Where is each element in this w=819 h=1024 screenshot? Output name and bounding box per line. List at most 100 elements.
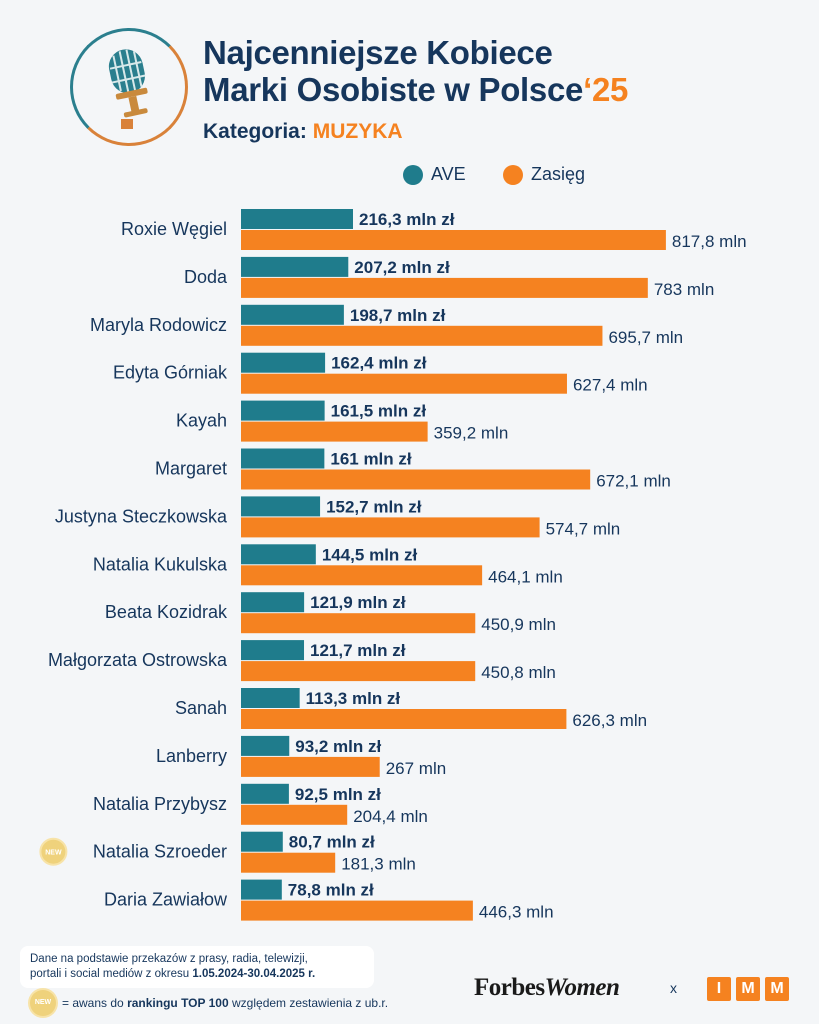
ave-value-label: 80,7 mln zł <box>289 833 375 852</box>
ave-value-label: 161,5 mln zł <box>331 402 427 421</box>
reach-value-label: 695,7 mln <box>608 328 683 347</box>
ave-value-label: 92,5 mln zł <box>295 785 381 804</box>
microphone-icon <box>108 49 148 129</box>
ave-value-label: 113,3 mln zł <box>306 689 401 708</box>
reach-bar <box>241 804 348 825</box>
title-line-2-text: Marki Osobiste w Polsce <box>203 71 584 108</box>
reach-value-label: 204,4 mln <box>353 807 428 826</box>
reach-value-label: 464,1 mln <box>488 567 563 586</box>
title-line-1: Najcenniejsze Kobiece <box>203 34 553 71</box>
legend-label-ave: AVE <box>431 164 466 184</box>
footer-note-line-2-text: portali i social mediów z okresu <box>30 968 190 980</box>
category-label: Margaret <box>155 459 227 479</box>
reach-bar <box>241 565 483 586</box>
new-badge-text: NEW <box>45 850 62 857</box>
category-label: Roxie Węgiel <box>121 219 227 239</box>
ave-value-label: 216,3 mln zł <box>359 210 455 229</box>
ave-bar <box>241 448 325 469</box>
ave-value-label: 93,2 mln zł <box>295 737 381 756</box>
reach-value-label: 817,8 mln <box>672 232 747 251</box>
reach-value-label: 574,7 mln <box>546 519 621 538</box>
reach-value-label: 783 mln <box>654 280 714 299</box>
category-value: MUZYKA <box>312 120 403 143</box>
category-label: Lanberry <box>156 746 227 766</box>
new-legend-text: = awans do rankingu TOP 100 względem zes… <box>62 996 388 1010</box>
imm-letter-3: M <box>765 977 789 1001</box>
reach-bar <box>241 325 603 346</box>
legend-dot-ave <box>403 165 423 185</box>
reach-bar <box>241 277 648 298</box>
reach-value-label: 626,3 mln <box>572 711 647 730</box>
reach-value-label: 359,2 mln <box>434 424 509 443</box>
imm-letter-2: M <box>736 977 760 1001</box>
reach-bar <box>241 709 567 729</box>
reach-bar <box>241 756 380 777</box>
ave-value-label: 121,7 mln zł <box>310 641 406 660</box>
ave-bar <box>241 496 321 517</box>
ave-value-label: 207,2 mln zł <box>354 258 450 277</box>
reach-bar <box>241 469 591 490</box>
reach-bar <box>241 661 476 682</box>
reach-value-label: 450,8 mln <box>481 663 556 682</box>
reach-value-label: 267 mln <box>386 759 446 778</box>
ave-bar <box>241 352 326 373</box>
reach-bar <box>241 517 540 538</box>
ave-bar <box>241 783 289 804</box>
page-title: Najcenniejsze Kobiece Marki Osobiste w P… <box>203 34 628 108</box>
ave-value-label: 144,5 mln zł <box>322 545 418 564</box>
imm-letter-1: I <box>707 977 731 1001</box>
reach-bar <box>241 230 666 250</box>
ave-value-label: 78,8 mln zł <box>288 881 374 900</box>
forbes-logo-forbes: Forbes <box>474 974 545 1001</box>
ave-bar <box>241 831 283 852</box>
category-label: Daria Zawiałow <box>104 890 228 910</box>
ave-bar <box>241 640 305 661</box>
category-label: Justyna Steczkowska <box>55 506 228 526</box>
reach-bar <box>241 852 336 873</box>
partner-separator: x <box>670 980 677 996</box>
new-badge-icon <box>39 837 68 866</box>
legend-dot-reach <box>503 165 523 185</box>
header: Najcenniejsze Kobiece Marki Osobiste w P… <box>0 0 819 150</box>
ave-value-label: 198,7 mln zł <box>350 306 446 325</box>
reach-bar <box>241 421 428 442</box>
title-line-2: Marki Osobiste w Polsce‘25 <box>203 71 628 108</box>
reach-value-label: 450,9 mln <box>481 615 556 634</box>
ave-bar <box>241 209 353 229</box>
category-label: Sanah <box>175 698 227 718</box>
ave-value-label: 152,7 mln zł <box>326 497 422 516</box>
category-label: Kayah <box>176 411 227 431</box>
new-legend-suffix: względem zestawienia z ub.r. <box>232 996 389 1010</box>
reach-bar <box>241 900 473 921</box>
forbes-logo-women: Women <box>544 974 620 1001</box>
ave-bar <box>241 256 349 277</box>
reach-value-label: 181,3 mln <box>341 855 416 874</box>
ave-value-label: 161 mln zł <box>330 450 412 469</box>
footer-note-line-1: Dane na podstawie przekazów z prasy, rad… <box>30 953 308 965</box>
category-label: Edyta Górniak <box>113 363 228 383</box>
category-label: Natalia Kukulska <box>93 554 228 574</box>
category-prefix: Kategoria: <box>203 120 307 143</box>
ave-bar <box>241 879 282 900</box>
ave-value-label: 162,4 mln zł <box>331 354 427 373</box>
ave-bar <box>241 304 344 325</box>
category-label: Natalia Szroeder <box>93 842 227 862</box>
ave-bar <box>241 592 305 613</box>
ave-bar <box>241 544 316 565</box>
ave-bar <box>241 400 325 421</box>
new-legend-bold: rankingu TOP 100 <box>127 996 229 1010</box>
footer-note-line-2: portali i social mediów z okresu 1.05.20… <box>30 967 364 982</box>
category-label: Natalia Przybysz <box>93 794 227 814</box>
reach-bar <box>241 373 567 394</box>
ave-bar <box>241 735 290 756</box>
new-badge-icon: NEW <box>30 990 56 1016</box>
category-label: Małgorzata Ostrowska <box>48 650 228 670</box>
category-label: Maryla Rodowicz <box>90 315 227 335</box>
reach-value-label: 446,3 mln <box>479 903 554 922</box>
forbes-women-logo: ForbesWomen <box>474 974 620 1002</box>
category-label: Doda <box>184 267 228 287</box>
ave-value-label: 121,9 mln zł <box>310 593 406 612</box>
ave-bar <box>241 688 300 708</box>
microphone-logo <box>70 28 188 146</box>
category-label: Beata Kozidrak <box>105 602 228 622</box>
